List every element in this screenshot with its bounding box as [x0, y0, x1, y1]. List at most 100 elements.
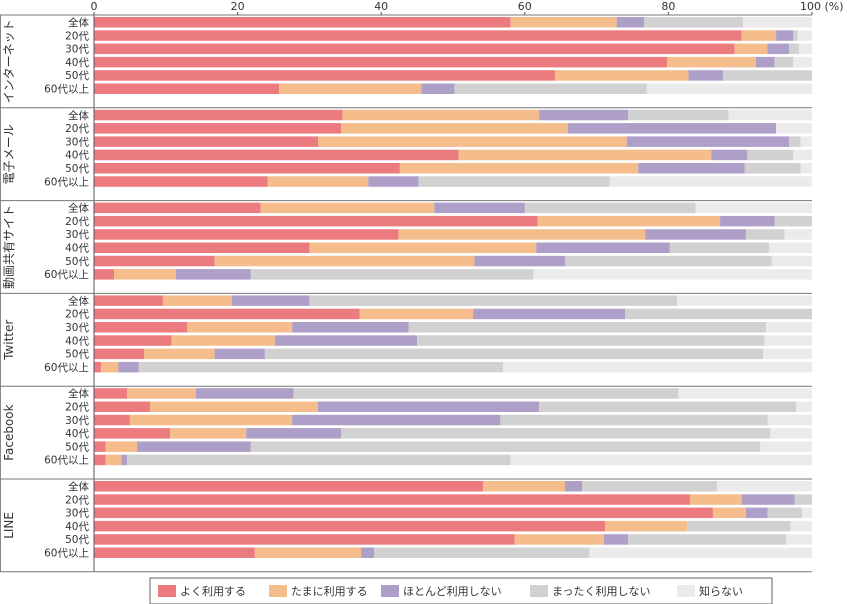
bar-segment-4-2-0	[94, 414, 130, 426]
category-label: 40代	[65, 243, 89, 255]
bar-segment-1-0-2	[539, 109, 629, 121]
category-label: 全体	[68, 202, 89, 215]
bar-segment-5-3-3	[687, 520, 791, 532]
bar-segment-4-5-1	[105, 454, 122, 466]
bar-segment-1-4-0	[94, 163, 400, 174]
bar-segment-1-3-1	[458, 149, 712, 161]
bar-segment-5-2-0	[94, 507, 713, 519]
bar-segment-1-5-2	[368, 176, 419, 187]
category-label: 40代	[65, 150, 89, 162]
category-label: 60代以上	[44, 548, 89, 560]
bar-segment-4-5-4	[510, 454, 812, 466]
bar-segment-5-1-2	[741, 494, 795, 505]
bar-segment-4-5-2	[121, 454, 128, 466]
bar-segment-3-3-4	[764, 335, 812, 346]
bar-segment-5-4-0	[94, 534, 515, 545]
bar-segment-3-0-0	[94, 295, 163, 306]
bar-segment-1-1-0	[94, 123, 341, 134]
x-tick-label: 60	[518, 0, 532, 13]
bar-segment-2-1-1	[537, 215, 721, 227]
bar-segment-4-4-2	[137, 441, 251, 452]
category-labels: 全体20代30代40代50代60代以上全体20代30代40代50代60代以上全体…	[44, 16, 89, 560]
bar-segment-3-5-3	[138, 361, 504, 373]
bar-segment-4-5-0	[94, 454, 106, 466]
bar-segment-1-0-1	[342, 109, 540, 121]
category-label: 30代	[65, 508, 89, 520]
bars-layer	[94, 17, 812, 558]
bar-segment-1-0-0	[94, 109, 343, 121]
bar-segment-0-0-4	[743, 17, 812, 28]
category-label: 20代	[65, 494, 89, 506]
bar-segment-0-0-2	[616, 17, 644, 28]
group-label-2: 動画共有サイト	[2, 205, 16, 289]
bar-segment-5-3-0	[94, 520, 606, 532]
bar-segment-4-1-4	[796, 401, 812, 412]
bar-segment-3-1-3	[625, 308, 812, 320]
bar-segment-0-1-0	[94, 30, 742, 41]
bar-segment-2-3-0	[94, 242, 310, 253]
category-label: 40代	[65, 335, 89, 347]
category-label: 全体	[68, 387, 89, 400]
legend-swatch-2	[381, 585, 399, 597]
category-label: 60代以上	[44, 362, 89, 374]
bar-segment-5-5-4	[589, 547, 812, 558]
category-label: 全体	[68, 480, 89, 493]
bar-segment-2-3-3	[669, 242, 769, 253]
bar-segment-0-1-3	[793, 30, 798, 41]
legend-swatch-0	[158, 585, 176, 597]
category-label: 50代	[65, 256, 89, 268]
category-label: 30代	[65, 44, 89, 56]
bar-segment-1-5-0	[94, 176, 268, 187]
x-tick-label: 40	[374, 0, 388, 13]
bar-segment-1-1-1	[340, 123, 568, 134]
bar-segment-2-0-0	[94, 202, 261, 214]
bar-segment-2-5-1	[114, 269, 176, 280]
legend-swatch-3	[530, 585, 548, 597]
x-axis-ticks: 0 20 40 60 80 100 (%)	[91, 0, 844, 15]
legend-box	[149, 577, 773, 604]
bar-segment-1-4-1	[399, 163, 639, 174]
bar-segment-5-3-4	[790, 520, 812, 532]
bar-segment-4-0-4	[678, 388, 812, 399]
bar-segment-3-5-1	[101, 361, 119, 373]
bar-segment-0-5-1	[279, 83, 422, 94]
bar-segment-3-4-3	[264, 348, 764, 360]
bar-segment-4-5-3	[127, 454, 511, 466]
bar-segment-1-3-2	[711, 149, 748, 161]
group-label-0: インターネット	[2, 19, 16, 103]
bar-segment-2-5-0	[94, 269, 115, 280]
bar-segment-3-0-1	[162, 295, 232, 306]
bar-segment-0-2-0	[94, 43, 735, 55]
category-label: 20代	[65, 30, 89, 42]
category-label: 30代	[65, 415, 89, 427]
bar-segment-0-0-1	[510, 17, 617, 28]
bar-segment-2-2-3	[745, 229, 785, 240]
x-tick-label: 0	[91, 0, 98, 13]
bar-segment-4-2-3	[500, 414, 768, 426]
bar-segment-0-2-4	[799, 43, 812, 55]
bar-segment-0-3-3	[774, 56, 794, 68]
legend-label-1: たまに利用する	[291, 585, 368, 598]
x-tick-label: 100 (%)	[800, 0, 844, 13]
bar-segment-2-5-4	[533, 269, 812, 280]
bar-segment-5-3-1	[605, 520, 688, 532]
bar-segment-1-2-4	[800, 136, 812, 147]
bar-segment-1-1-4	[776, 123, 812, 134]
bar-segment-3-3-2	[274, 335, 418, 346]
bar-segment-4-3-0	[94, 428, 171, 439]
chart-frame	[0, 14, 812, 573]
bar-segment-3-0-4	[677, 295, 812, 306]
category-label: 60代以上	[44, 176, 89, 188]
bar-segment-4-4-1	[105, 441, 138, 452]
bar-segment-2-4-1	[214, 255, 475, 267]
category-label: 全体	[68, 16, 89, 29]
category-label: 40代	[65, 521, 89, 533]
bar-segment-0-2-3	[789, 43, 800, 55]
category-label: 全体	[68, 109, 89, 122]
group-label-1: 電子メール	[2, 124, 16, 184]
bar-segment-1-5-4	[609, 176, 812, 187]
bar-segment-4-3-2	[246, 428, 341, 439]
bar-segment-1-3-0	[94, 149, 459, 161]
category-label: 20代	[65, 123, 89, 135]
